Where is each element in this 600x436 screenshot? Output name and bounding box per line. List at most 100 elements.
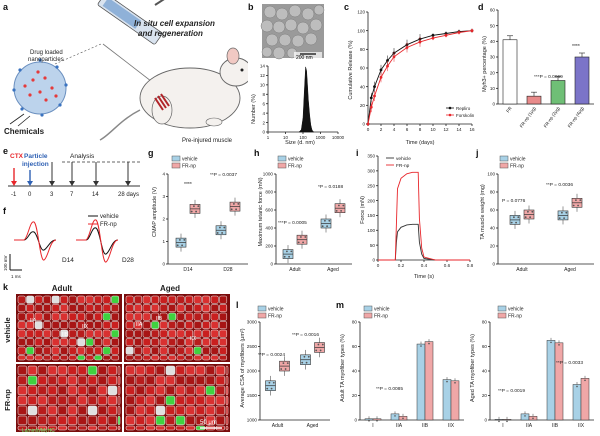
myofiber [85, 312, 94, 321]
myofiber [159, 304, 168, 313]
myofiber [155, 415, 166, 426]
myofiber [43, 329, 52, 338]
myofiber [17, 425, 28, 431]
j-point [527, 210, 529, 213]
m-left-point [368, 419, 370, 422]
b-ytick-label: 10 [260, 83, 266, 88]
h-category-label: Aged [327, 267, 339, 273]
m-right-ytick-label: 80 [482, 320, 488, 325]
myofiber [210, 329, 219, 338]
myofiber [51, 321, 60, 330]
g-legend: vehicle FR-np [171, 155, 198, 170]
myofiber [77, 395, 88, 406]
myofiber [135, 405, 146, 416]
myofiber [205, 365, 216, 376]
myofiber [205, 385, 216, 396]
c-legend-2: Forskolin [456, 113, 475, 118]
l-point [266, 387, 269, 390]
g-point [195, 210, 197, 213]
myofiber [26, 346, 35, 355]
myofiber [193, 312, 202, 321]
myofiber [219, 312, 228, 321]
myofiber [176, 304, 185, 313]
d-ytick-label: 20 [490, 70, 496, 75]
myofiber [17, 346, 26, 355]
myofiber [117, 385, 121, 396]
c-legend-1: Repliro [456, 106, 471, 111]
myofiber [94, 346, 103, 355]
myofiber [195, 405, 206, 416]
myofiber [165, 425, 176, 431]
myofiber [97, 415, 108, 426]
myofiber [60, 321, 69, 330]
m-right-ytick-label: 40 [482, 369, 488, 374]
myofiber [165, 405, 176, 416]
myofiber [47, 425, 58, 431]
myofiber [125, 355, 134, 361]
j-point [517, 216, 520, 219]
sem-particles [260, 4, 325, 60]
l-category-label: Aged [307, 423, 319, 429]
m-left-ytick-label: 0 [354, 418, 357, 423]
myofiber [175, 405, 186, 416]
myofiber [67, 405, 78, 416]
myofiber [102, 304, 111, 313]
i-ytick-label: 0 [372, 258, 375, 263]
j-point [572, 204, 575, 207]
myofiber [34, 321, 43, 330]
myofiber [176, 321, 185, 330]
g-point [179, 239, 181, 241]
g-ytick-label: 4 [162, 172, 165, 177]
g-ytick-label: 3 [162, 194, 165, 199]
myofiber [202, 295, 211, 304]
myofiber [68, 355, 77, 361]
f-legend: vehicle FR-np [88, 214, 119, 228]
myofiber [97, 375, 108, 386]
l-point [303, 355, 306, 358]
myofiber [215, 365, 226, 376]
l-point [286, 362, 289, 365]
i-legend-2: FR-np [396, 163, 410, 169]
micrograph-tile-frnp-adult [16, 364, 122, 432]
m-ylabel-right: Aged TA myofiber types (%) [470, 334, 476, 402]
myofiber [219, 338, 228, 347]
m-left-point [420, 345, 422, 347]
myofiber [210, 321, 219, 330]
i-ytick-label: 250 [367, 183, 375, 188]
k-col-aged: Aged [160, 284, 180, 293]
myofiber [168, 338, 177, 347]
myofiber [68, 329, 77, 338]
myofiber [168, 329, 177, 338]
myofiber [142, 355, 151, 361]
m-right-category-label: IIB [552, 423, 559, 429]
title-line-1: In situ cell expansion [134, 19, 215, 28]
myofiber [219, 321, 228, 330]
myofiber [125, 346, 134, 355]
j-point [561, 211, 563, 214]
m-left-point [428, 342, 430, 345]
g-point [190, 210, 193, 213]
m-right-point [506, 420, 508, 423]
myofiber [117, 375, 121, 386]
i-ylabel: Force (mN) [360, 196, 366, 224]
day-2: 0 [28, 192, 32, 198]
i-ytick-label: 100 [367, 228, 375, 233]
myofiber [43, 312, 52, 321]
myofiber [155, 425, 166, 431]
m-left-ytick-label: 40 [352, 369, 358, 374]
myofiber [125, 385, 136, 396]
myofiber [135, 385, 146, 396]
m-right-category-label: I [502, 423, 503, 429]
j-ylabel: TA muscle weight (mg) [480, 184, 486, 240]
h-ytick-label: 0 [270, 262, 273, 267]
i-ytick-label: 200 [367, 198, 375, 203]
myofiber [68, 295, 77, 304]
g-pval-1: **** [184, 182, 192, 188]
myofiber [102, 329, 111, 338]
myofiber [185, 405, 196, 416]
m-legend-right-2: FR-np [508, 314, 522, 320]
m-left-bar-1 [364, 418, 374, 421]
l-point [280, 368, 283, 370]
d-pval-2: **** [572, 44, 580, 50]
myofiber [77, 365, 88, 376]
